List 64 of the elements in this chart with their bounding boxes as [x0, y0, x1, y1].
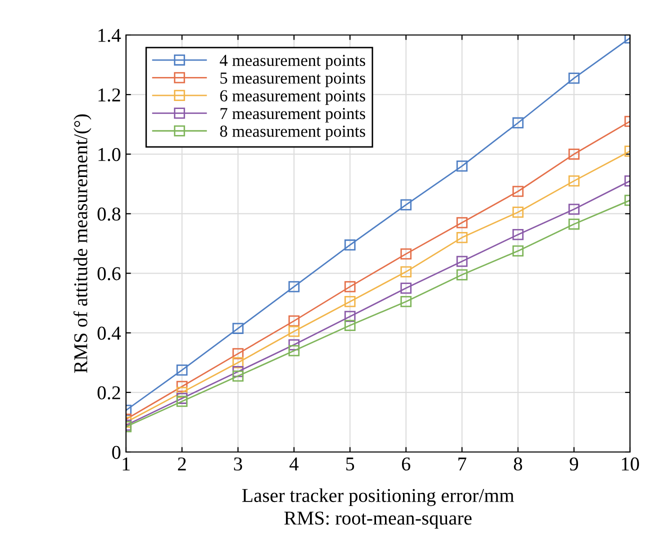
point — [344, 281, 356, 292]
point — [512, 229, 524, 240]
point — [232, 348, 244, 360]
legend-label: 7 measurement points — [220, 108, 366, 123]
x-tick-label: 4 — [290, 458, 299, 470]
x-tick-label: 5 — [346, 458, 354, 471]
legend-label: 5 measurement points — [220, 72, 366, 88]
text: RMS: root-mean-square — [284, 512, 472, 529]
point — [568, 148, 580, 160]
point — [344, 310, 356, 322]
point — [288, 281, 300, 292]
point — [456, 232, 468, 244]
point — [400, 296, 412, 308]
point — [456, 269, 468, 280]
x-tick-label: 9 — [570, 457, 578, 471]
point — [288, 315, 300, 326]
point — [176, 396, 188, 407]
y-tick-label: 1.0 — [98, 148, 120, 162]
point — [344, 296, 356, 308]
point — [288, 345, 300, 356]
point — [176, 380, 188, 392]
legend-label: 4 measurement points — [220, 54, 366, 70]
x-axis-title: Laser tracker positioning error/mm — [242, 488, 514, 506]
point — [344, 320, 356, 331]
point — [512, 206, 524, 218]
y-tick-label: 1.2 — [98, 88, 120, 102]
y-tick-label: 0 — [112, 446, 120, 459]
point — [400, 248, 412, 260]
x-tick-label: 7 — [458, 458, 466, 470]
point — [512, 186, 524, 197]
y-tick-label: 0.6 — [98, 267, 121, 280]
point — [400, 199, 412, 210]
point — [568, 175, 580, 187]
x-tick-label: 3 — [234, 457, 242, 471]
y-axis-title: RMS of attitude measurement/(°) — [73, 114, 92, 373]
x-tick-label: 2 — [178, 457, 186, 470]
x-tick-label: 10 — [622, 457, 639, 471]
legend-label: 8 measurement points — [220, 126, 366, 140]
point — [176, 364, 188, 376]
point — [232, 357, 244, 368]
point — [176, 386, 188, 398]
y-tick-label: 0.8 — [98, 208, 120, 221]
point — [400, 266, 412, 278]
point — [288, 326, 300, 337]
point — [568, 72, 580, 84]
x-tick-label: 8 — [514, 457, 522, 471]
point — [344, 239, 356, 251]
x-tick-label: 6 — [402, 457, 410, 471]
x-tick-label: 1 — [122, 458, 130, 470]
point — [232, 366, 244, 378]
point — [456, 217, 468, 228]
point — [456, 256, 468, 267]
point — [456, 160, 468, 172]
point — [232, 322, 244, 334]
point — [232, 370, 244, 382]
legend-label: 6 measurement points — [220, 90, 366, 105]
y-tick-label: 0.2 — [98, 386, 120, 400]
point — [400, 282, 412, 294]
point — [512, 245, 524, 256]
y-tick-label: 1.4 — [98, 28, 121, 42]
point — [568, 204, 580, 215]
point — [568, 218, 580, 230]
y-tick-label: 0.4 — [98, 326, 121, 340]
point — [512, 117, 524, 128]
